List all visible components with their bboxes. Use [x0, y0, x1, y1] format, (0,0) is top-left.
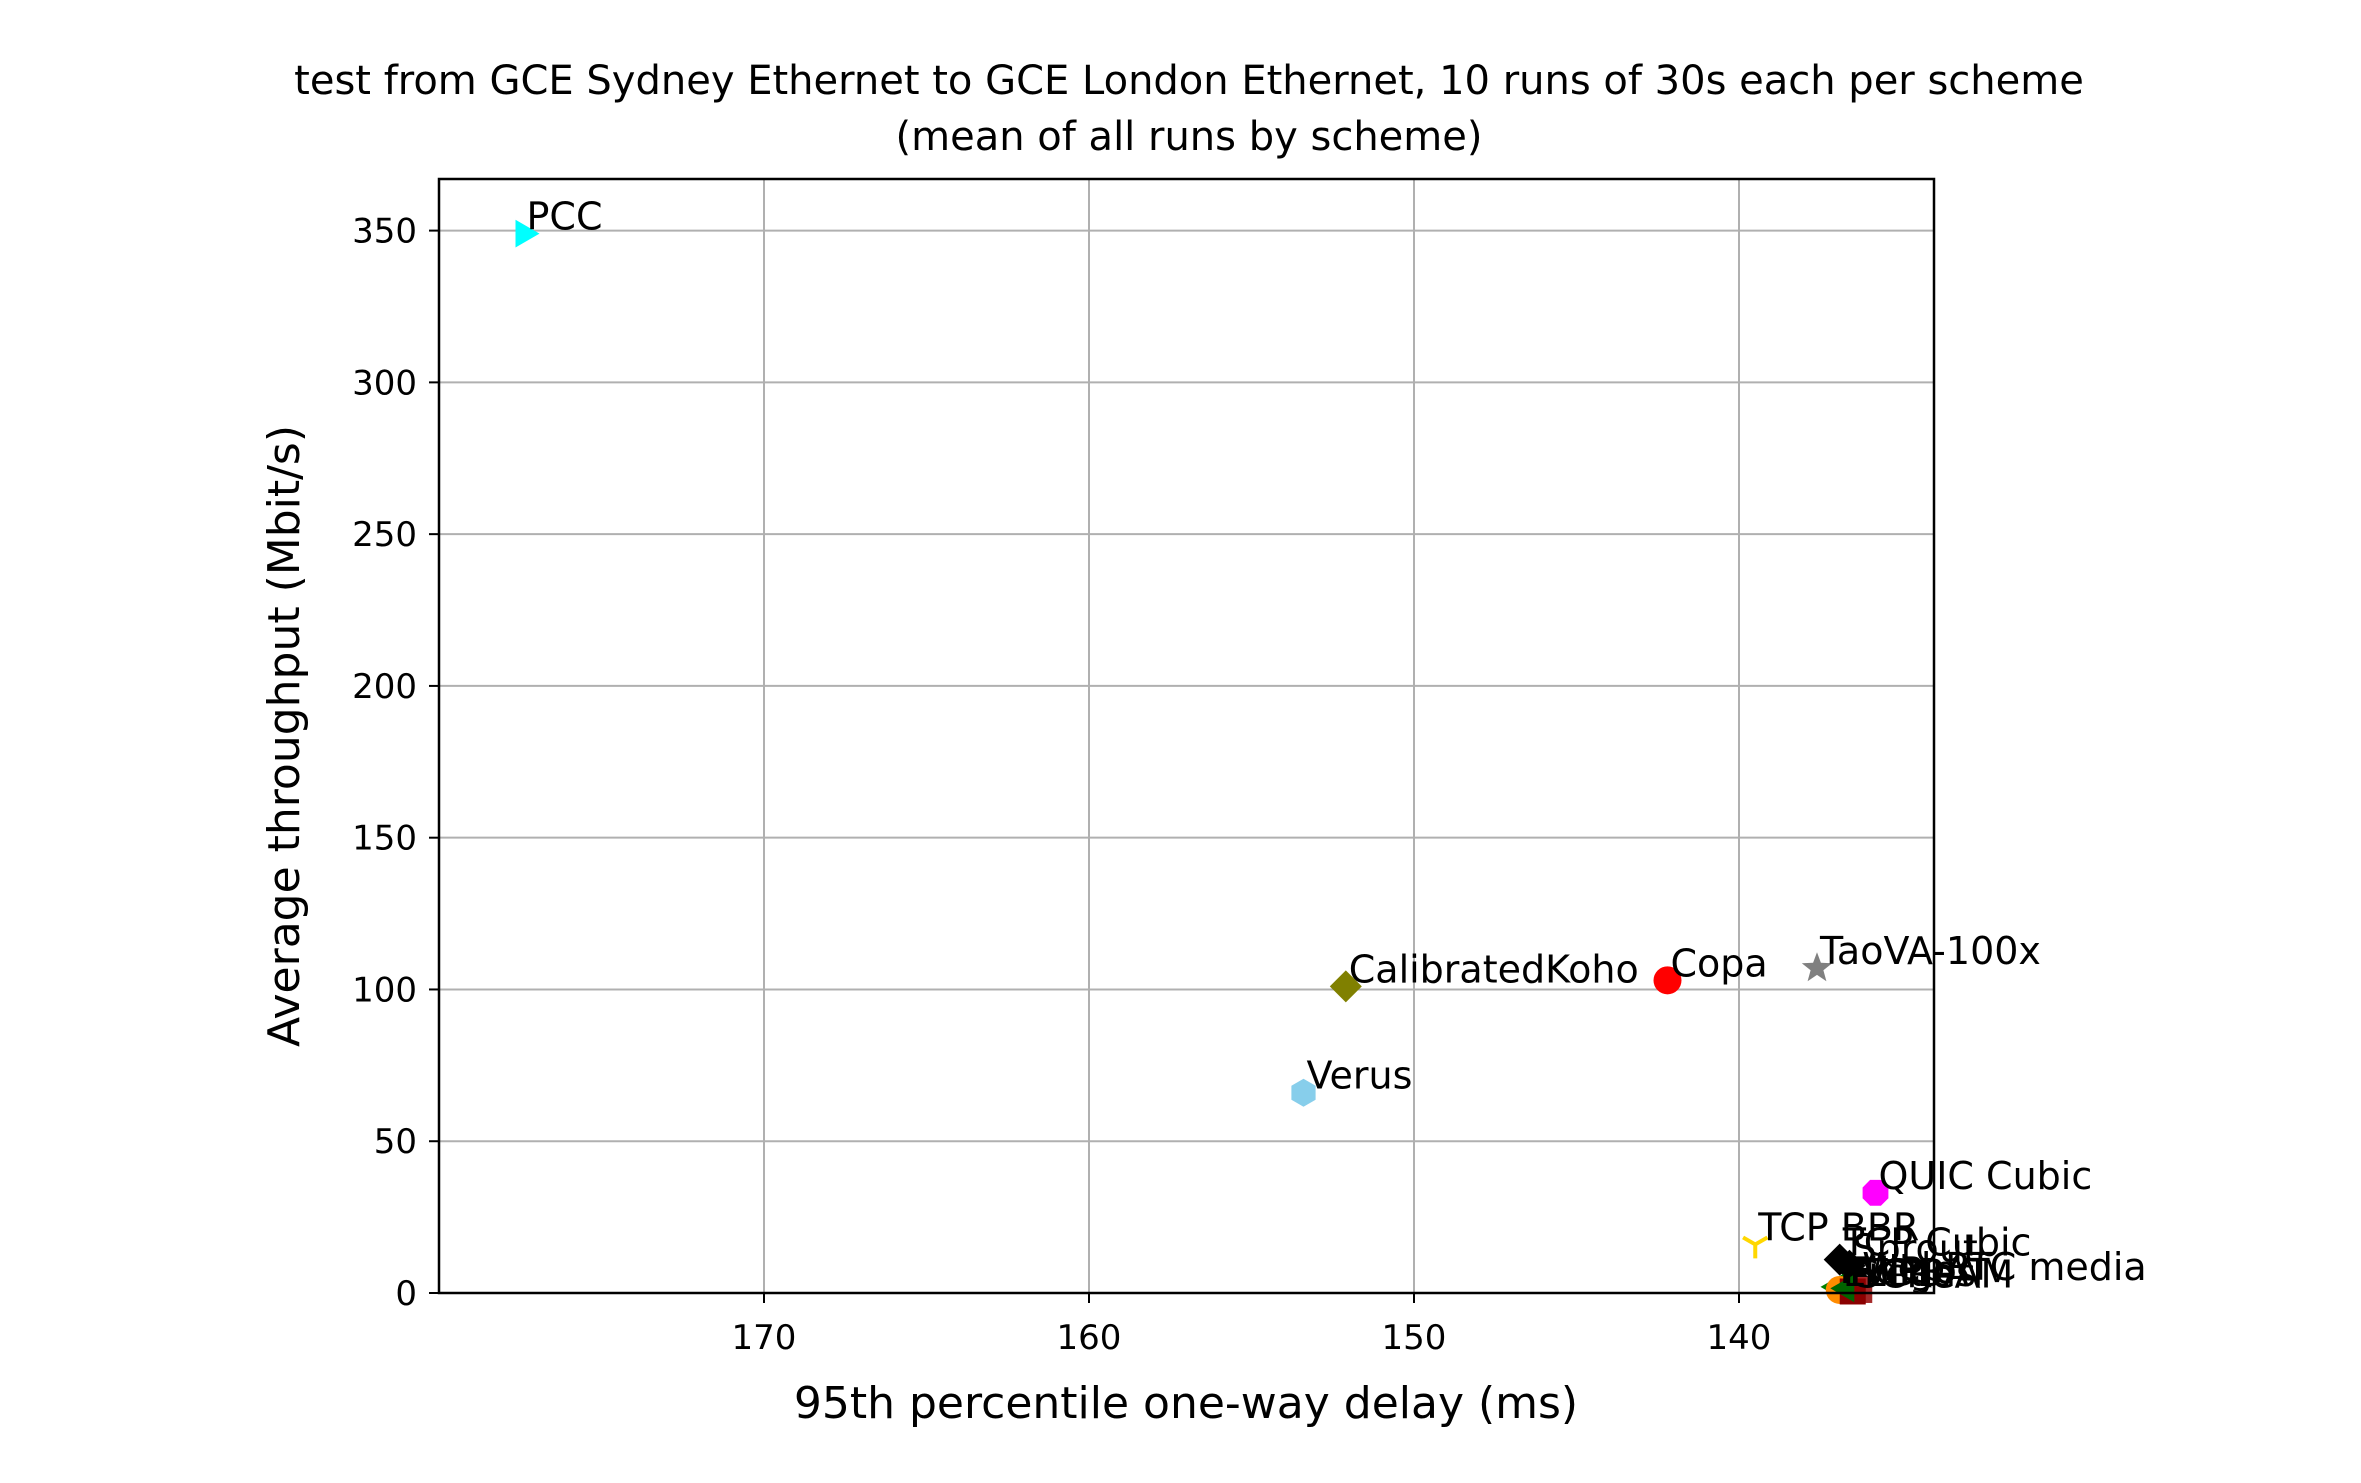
- y-tick-label: 150: [352, 819, 417, 859]
- y-tick-label: 100: [352, 970, 417, 1010]
- grid-lines: [439, 179, 1934, 1294]
- point-label: Vegas: [1862, 1251, 1976, 1295]
- x-tick-label: 170: [732, 1318, 797, 1358]
- point-label: Copa: [1671, 941, 1768, 985]
- x-axis-label: 95th percentile one-way delay (ms): [794, 1378, 1578, 1429]
- point-label: QUIC Cubic: [1879, 1154, 2093, 1198]
- point-label: TCP Cubic: [1842, 1221, 2032, 1265]
- point-label: PCC: [527, 195, 603, 239]
- point-label: Sprout: [1853, 1227, 1978, 1271]
- point-label: FillP: [1849, 1249, 1923, 1293]
- point-calibratedkoho: [1329, 970, 1362, 1003]
- point-quic-cubic: [1862, 1179, 1889, 1206]
- point-label: WebRTC media: [1862, 1245, 2146, 1289]
- point-taova-100x: [1801, 952, 1833, 982]
- point-copa: [1653, 966, 1682, 995]
- point-label: CalibratedKoho: [1349, 947, 1639, 991]
- point-tcp-bbr: [1742, 1235, 1769, 1259]
- plot-frame: [437, 177, 1936, 1295]
- point-label: Indigo: [1840, 1248, 1957, 1292]
- chart-title: test from GCE Sydney Ethernet to GCE Lon…: [294, 58, 2084, 104]
- chart-subtitle: (mean of all runs by scheme): [896, 114, 1483, 160]
- point-verus: [1291, 1078, 1316, 1107]
- x-tick-label: 160: [1057, 1318, 1122, 1358]
- point-label: TaoVA-100x: [1819, 929, 2041, 973]
- x-tick-label: 140: [1707, 1318, 1772, 1358]
- y-tick-label: 200: [352, 667, 417, 707]
- point-fillp: [1830, 1274, 1855, 1303]
- y-tick-label: 50: [374, 1122, 417, 1162]
- point-label: Verus: [1307, 1054, 1413, 1098]
- x-tick-label: 150: [1382, 1318, 1447, 1358]
- y-tick-label: 350: [352, 212, 417, 252]
- point-pcc: [515, 219, 540, 248]
- point-label: LEDBAT: [1843, 1251, 1991, 1295]
- point-label: TCP BBR: [1757, 1205, 1919, 1249]
- axis-ticks: 170 160 150 140 0 50 100 150 200 250 300 350: [352, 212, 1771, 1358]
- y-axis-label: Average throughput (Mbit/s): [259, 425, 310, 1047]
- y-tick-label: 0: [395, 1274, 417, 1314]
- point-labels: PCC CalibratedKoho Copa TaoVA-100x Verus QUIC…: [527, 195, 2147, 1297]
- y-tick-label: 250: [352, 515, 417, 555]
- y-tick-label: 300: [352, 363, 417, 403]
